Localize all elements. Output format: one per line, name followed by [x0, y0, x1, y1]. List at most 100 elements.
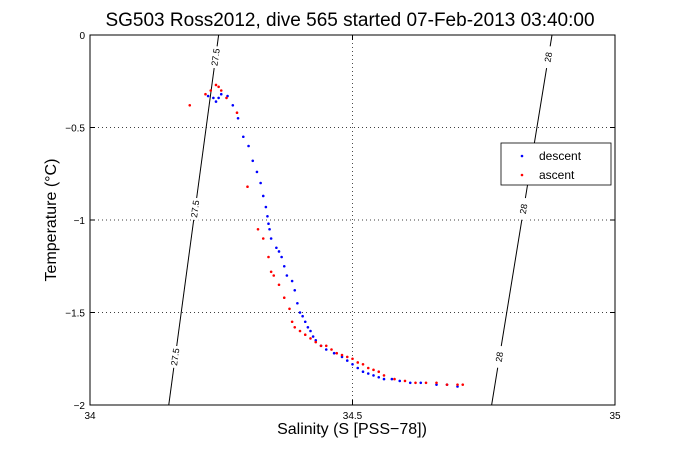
descent-point [217, 96, 220, 100]
ascent-point [372, 368, 375, 372]
y-axis-label: Temperature (°C) [43, 159, 60, 282]
descent-point [324, 348, 328, 351]
descent-point [351, 363, 354, 366]
descent-point [366, 372, 370, 375]
contour-label: 27.5 [189, 200, 201, 219]
ascent-point [340, 353, 344, 357]
descent-point [282, 264, 286, 268]
ascent-point [382, 374, 386, 377]
ascent-point [361, 363, 365, 366]
descent-point [356, 366, 360, 370]
contour-label-bg [515, 197, 531, 221]
descent-point [309, 329, 312, 333]
ascent-point [290, 320, 294, 324]
descent-point [372, 374, 375, 377]
descent-point [266, 215, 269, 218]
ascent-point [298, 329, 302, 333]
ascent-point [217, 85, 220, 89]
descent-point [408, 381, 412, 385]
descent-point [306, 326, 310, 329]
descent-point [435, 383, 438, 386]
descent-point [361, 370, 365, 374]
x-axis-label: Salinity (S [PSS−78]) [277, 421, 427, 438]
descent-point [314, 338, 318, 342]
ascent-point [209, 89, 213, 92]
descent-point [267, 222, 270, 225]
ascent-point [272, 274, 276, 277]
ascent-point [309, 337, 312, 340]
x-tick-label: 35 [609, 411, 621, 422]
legend-descent-marker [520, 154, 524, 158]
contour-label-bg [491, 345, 507, 369]
contour-line [168, 34, 220, 406]
ascent-point [393, 377, 396, 381]
descent-point [255, 170, 259, 174]
series-ascent [188, 83, 465, 386]
descent-point [231, 104, 235, 107]
series-descent [206, 92, 459, 388]
ascent-point [261, 237, 265, 240]
contour-label-bg [167, 345, 182, 369]
legend-box [500, 142, 612, 186]
ascent-point [303, 333, 307, 337]
ascent-point [188, 104, 192, 107]
ascent-point [314, 340, 318, 344]
contour-label-bg [187, 197, 202, 221]
contour-label: 28 [494, 351, 505, 362]
ascent-point [324, 344, 328, 348]
legend-ascent-label: ascent [539, 168, 575, 182]
descent-point [206, 94, 210, 98]
ascent-point [256, 227, 260, 231]
contour-label: 27.5 [169, 348, 181, 367]
contour-layer: 27.5 27.5 27.5 28 28 28 [167, 34, 556, 406]
descent-point [419, 381, 423, 385]
contour-label-bg [208, 45, 223, 69]
descent-point [268, 227, 271, 231]
descent-point [212, 96, 215, 100]
ascent-point [345, 355, 349, 359]
ascent-point [456, 383, 459, 386]
ascent-point [356, 361, 360, 364]
ascent-point [414, 381, 417, 385]
y-tick-label: −1.5 [65, 309, 85, 320]
descent-point [236, 116, 240, 120]
descent-point [264, 205, 268, 209]
descent-point [251, 159, 255, 163]
descent-point [285, 274, 289, 277]
legend: descent ascent [500, 142, 612, 186]
contour-label: 28 [543, 51, 554, 62]
ascent-point [424, 381, 428, 385]
ascent-point [288, 307, 291, 311]
contour-label-bg [540, 45, 556, 69]
y-tick-label: −2 [74, 401, 86, 412]
ascent-point [246, 185, 249, 188]
ascent-point [219, 89, 223, 92]
ascent-point [403, 379, 407, 383]
descent-point [301, 314, 304, 318]
descent-point [293, 289, 297, 292]
ascent-point [330, 348, 333, 351]
contour-line [491, 34, 553, 406]
y-tick-label: −0.5 [65, 124, 85, 135]
ascent-point [225, 96, 228, 100]
descent-point [277, 250, 281, 253]
legend-descent-label: descent [539, 149, 582, 163]
descent-point [377, 375, 381, 379]
chart-title: SG503 Ross2012, dive 565 started 07-Feb-… [105, 10, 594, 31]
ascent-point [366, 366, 370, 370]
descent-point [259, 181, 262, 185]
x-tick-label: 34.5 [343, 411, 363, 422]
descent-point [456, 385, 459, 388]
descent-point [275, 246, 278, 250]
descent-point [298, 311, 302, 314]
ascent-point [335, 351, 339, 355]
x-tick-label: 34 [84, 411, 96, 422]
ascent-point [351, 357, 354, 361]
ascent-point [461, 383, 465, 386]
descent-point [280, 255, 283, 259]
ascent-point [445, 383, 449, 386]
y-tick-label: 0 [79, 31, 85, 42]
ascent-point [319, 344, 323, 348]
descent-point [390, 377, 394, 381]
